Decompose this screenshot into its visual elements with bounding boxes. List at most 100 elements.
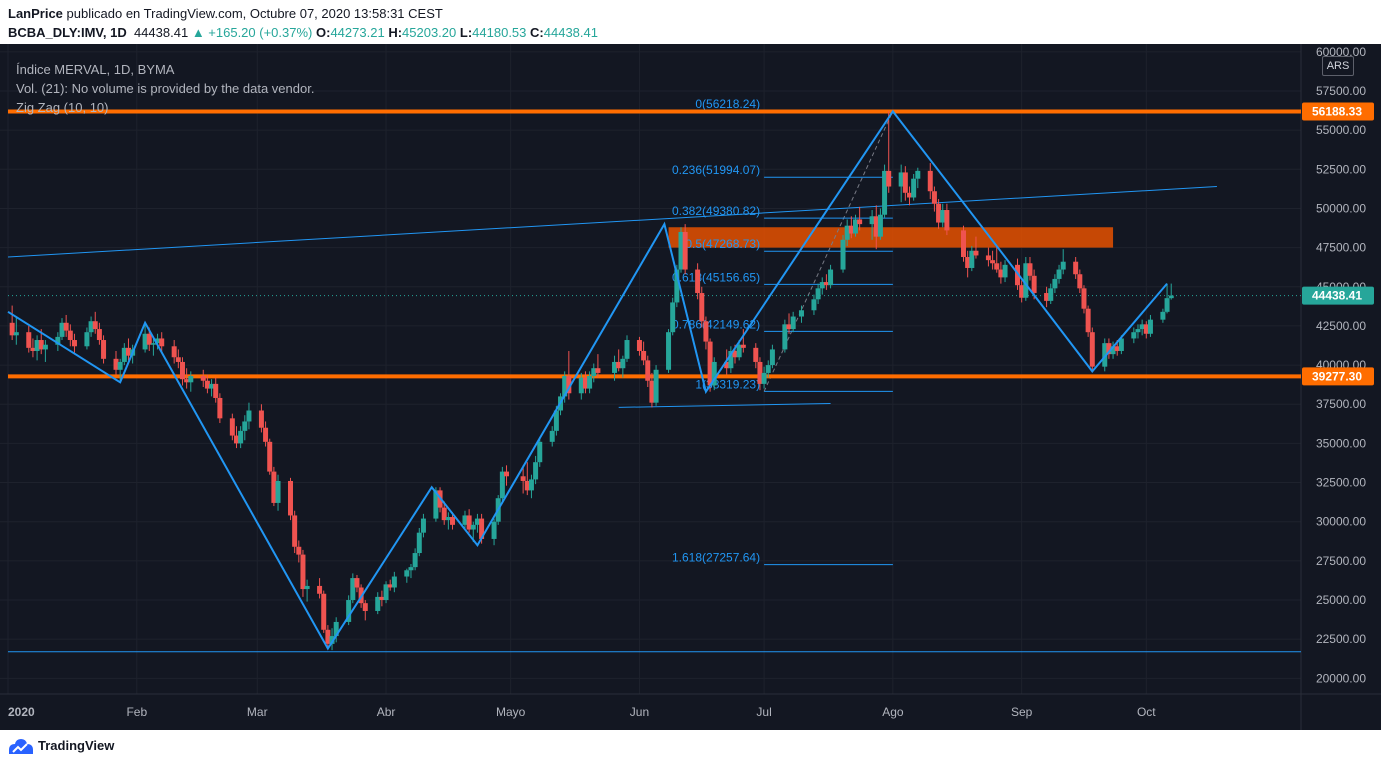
candle-body	[1085, 308, 1091, 333]
candle-body	[1131, 332, 1137, 339]
candle-body	[1031, 275, 1037, 294]
candle-body	[877, 214, 883, 237]
candle-body	[724, 361, 730, 369]
candle-body	[990, 260, 996, 264]
candle-body	[171, 346, 177, 358]
candle-body	[786, 324, 792, 330]
candle-body	[321, 593, 327, 630]
author-name[interactable]: LanPrice	[8, 6, 63, 21]
candle-body	[55, 336, 61, 345]
candle-body	[761, 372, 767, 384]
candle-body	[346, 600, 352, 622]
candle-body	[1077, 274, 1083, 289]
publish-line: LanPrice publicado en TradingView.com, O…	[8, 6, 443, 21]
tradingview-brand[interactable]: TradingView	[38, 738, 115, 753]
candle-body	[38, 340, 44, 350]
price-chart[interactable]: 0(56218.24)0.236(51994.07)0.382(49380.82…	[0, 44, 1381, 730]
candle-body	[1089, 332, 1095, 367]
candle-body	[63, 322, 69, 331]
candle-body	[882, 170, 888, 215]
y-tick-label: 37500.00	[1316, 397, 1366, 411]
x-tick-label: Feb	[126, 705, 147, 719]
fib-level-label: 0.786(42149.62)	[672, 317, 760, 331]
candle-body	[636, 340, 642, 351]
candle-body	[67, 330, 73, 341]
y-tick-label: 20000.00	[1316, 671, 1366, 685]
candle-body	[578, 377, 584, 394]
legend-volume[interactable]: Vol. (21): No volume is provided by the …	[16, 81, 315, 96]
candle-body	[682, 231, 688, 270]
candle-body	[587, 376, 593, 389]
y-tick-label: 27500.00	[1316, 554, 1366, 568]
legend-series[interactable]: Índice MERVAL, 1D, BYMA	[16, 62, 175, 77]
candle-body	[873, 216, 879, 237]
candle-body	[765, 365, 771, 373]
candle-body	[936, 203, 942, 223]
candle-body	[852, 219, 858, 234]
x-tick-label: Mayo	[496, 705, 526, 719]
zigzag-line	[7, 109, 1168, 651]
price-label-text: 39277.30	[1312, 369, 1362, 383]
symbol-label[interactable]: BCBA_DLY:IMV, 1D	[8, 25, 127, 40]
quote-line: BCBA_DLY:IMV, 1D 44438.41 ▲ +165.20 (+0.…	[8, 25, 598, 40]
open-value: 44273.21	[330, 25, 385, 40]
candle-body	[915, 170, 921, 179]
fib-level-label: 0.618(45156.65)	[672, 270, 760, 284]
candle-body	[1019, 285, 1025, 298]
candle-body	[499, 471, 505, 499]
candle-body	[159, 338, 165, 347]
candle-body	[466, 515, 472, 530]
candle-body	[591, 368, 597, 377]
candle-body	[96, 329, 102, 341]
candle-body	[150, 343, 156, 345]
candle-body	[520, 476, 526, 481]
candle-body	[1015, 264, 1021, 286]
x-tick-label: Sep	[1011, 705, 1033, 719]
candle-body	[175, 357, 181, 362]
candle-body	[445, 517, 451, 521]
y-tick-label: 30000.00	[1316, 515, 1366, 529]
tradingview-logo-icon[interactable]	[7, 736, 35, 756]
candle-body	[217, 397, 223, 419]
candle-body	[433, 490, 439, 519]
close-label: C:	[530, 25, 544, 40]
candle-body	[71, 340, 77, 347]
candle-body	[263, 427, 269, 442]
candle-body	[1143, 324, 1149, 334]
candle-body	[246, 410, 252, 422]
candle-body	[362, 603, 368, 611]
candle-body	[1147, 319, 1153, 334]
candle-body	[101, 340, 107, 359]
publish-info: publicado en TradingView.com, Octubre 07…	[66, 6, 443, 21]
candle-body	[857, 219, 863, 225]
open-label: O:	[316, 25, 331, 40]
candle-body	[470, 524, 476, 530]
candle-body	[645, 360, 651, 381]
candle-body	[732, 350, 738, 358]
candle-body	[641, 350, 647, 361]
candle-body	[848, 225, 854, 234]
y-tick-label: 47500.00	[1316, 241, 1366, 255]
candle-body	[906, 192, 912, 198]
candle-body	[300, 554, 306, 590]
candle-body	[117, 361, 123, 370]
candle-body	[188, 376, 194, 383]
candle-body	[1044, 293, 1050, 301]
legend-zigzag[interactable]: Zig Zag (10, 10)	[16, 100, 109, 115]
candle-body	[242, 421, 248, 431]
currency-button[interactable]: ARS	[1322, 56, 1354, 76]
candle-body	[1081, 288, 1087, 309]
candle-body	[973, 250, 979, 256]
x-tick-label: 2020	[8, 705, 35, 719]
x-tick-label: Jun	[630, 705, 649, 719]
candle-body	[753, 347, 759, 362]
candle-body	[911, 178, 917, 198]
candle-body	[1027, 263, 1033, 276]
candle-body	[42, 344, 48, 350]
candle-body	[620, 358, 626, 369]
y-tick-label: 52500.00	[1316, 162, 1366, 176]
candle-body	[229, 418, 235, 436]
candle-body	[699, 293, 705, 322]
candle-body	[840, 239, 846, 270]
y-tick-label: 32500.00	[1316, 476, 1366, 490]
